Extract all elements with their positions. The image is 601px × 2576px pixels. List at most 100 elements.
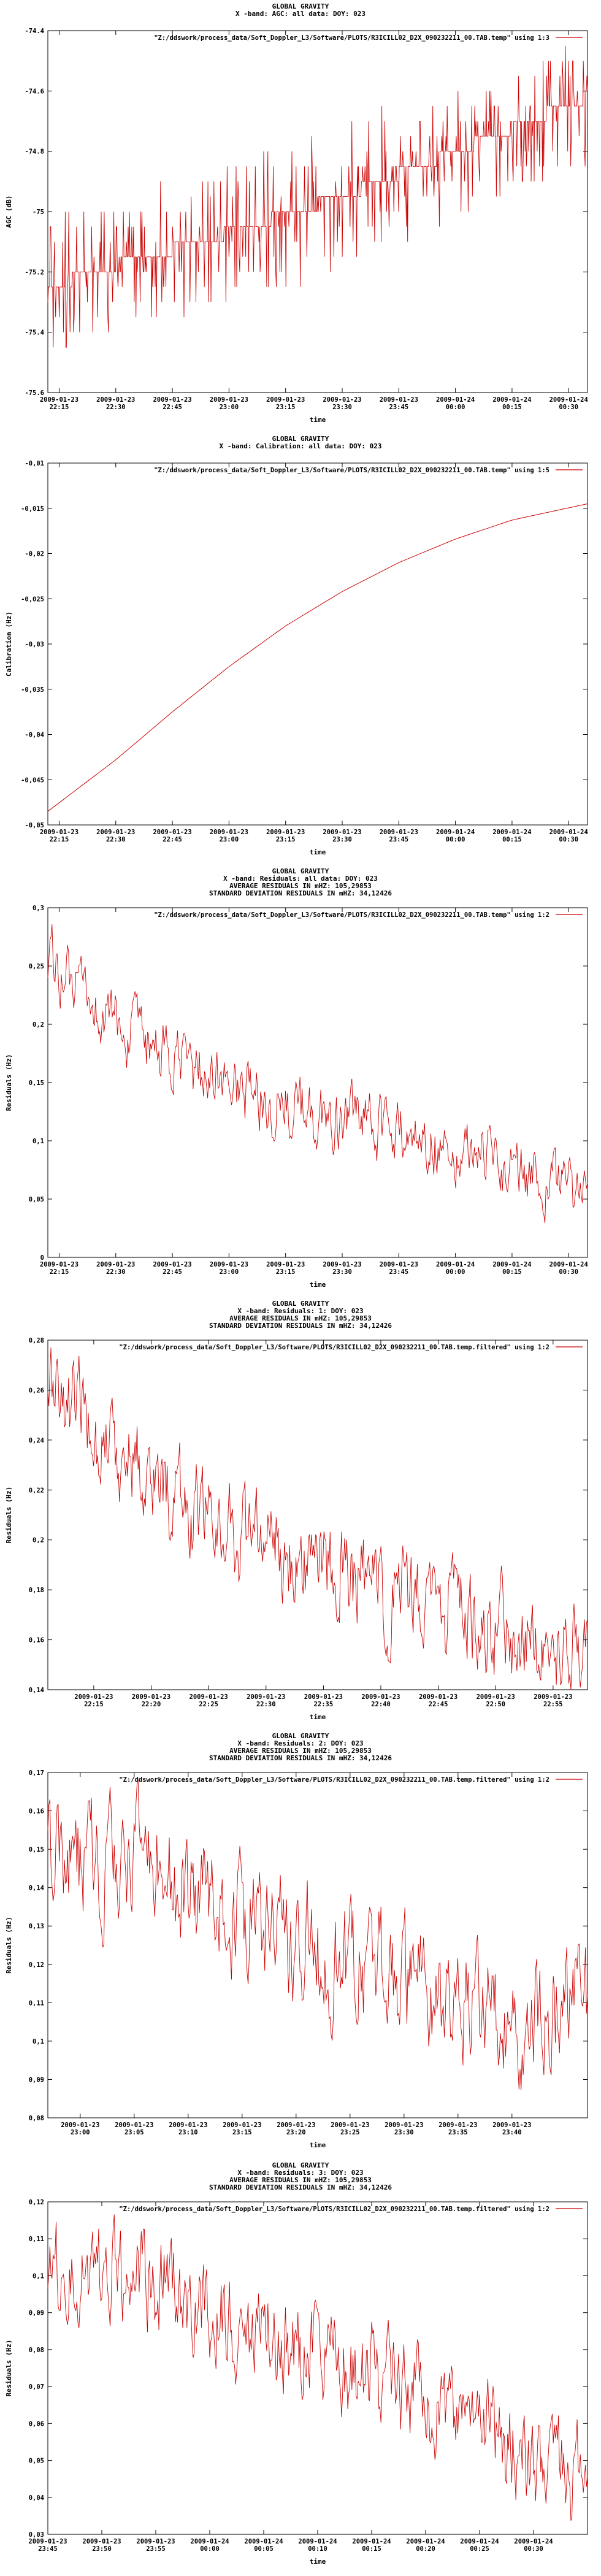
x-tick-label-date: 2009-01-23: [266, 1261, 305, 1268]
y-tick-label: 0,18: [29, 1587, 44, 1594]
y-axis-label: Calibration (Hz): [5, 611, 13, 677]
x-tick-label-date: 2009-01-23: [266, 396, 305, 404]
x-tick-label-date: 2009-01-24: [436, 396, 475, 404]
data-series-line: [47, 45, 588, 348]
x-tick-label-time: 23:15: [276, 1268, 296, 1276]
legend-label: "Z:/ddswork/process_data/Soft_Doppler_L3…: [154, 467, 549, 474]
x-tick-label-time: 23:30: [332, 404, 352, 411]
x-tick-label-time: 00:30: [524, 2545, 543, 2553]
x-tick-label-time: 00:00: [446, 404, 465, 411]
x-tick-label-date: 2009-01-23: [61, 2122, 99, 2129]
x-tick-label-time: 23:35: [448, 2129, 468, 2136]
x-tick-label-time: 22:30: [106, 404, 126, 411]
x-tick-label-date: 2009-01-24: [406, 2538, 445, 2545]
x-axis-label: time: [310, 1713, 326, 1721]
y-tick-label: -74.6: [25, 88, 44, 95]
x-tick-label-time: 22:45: [163, 404, 182, 411]
x-tick-label-time: 22:55: [543, 1701, 563, 1708]
y-tick-label: 0,06: [29, 2420, 44, 2428]
chart-title-line: STANDARD DEVIATION RESIDUALS IN mHZ: 34,…: [209, 889, 392, 897]
y-tick-label: 0,14: [29, 1687, 44, 1694]
x-axis-label: time: [310, 2558, 326, 2566]
y-axis-label: Residuals (Hz): [5, 1917, 13, 1974]
x-tick-label-time: 00:30: [559, 1268, 578, 1276]
x-tick-label-time: 23:30: [332, 836, 352, 843]
y-tick-label: -75.6: [25, 389, 44, 397]
y-tick-label: 0,15: [29, 1079, 44, 1087]
data-series-line: [47, 1780, 588, 2090]
chart-title-line: GLOBAL GRAVITY: [272, 1300, 329, 1308]
x-tick-label-time: 22:45: [163, 836, 182, 843]
x-tick-label-time: 22:15: [84, 1701, 104, 1708]
y-tick-label: -0,02: [25, 551, 44, 558]
plot-frame: [47, 30, 588, 393]
x-tick-label-time: 22:30: [106, 1268, 126, 1276]
x-tick-label-time: 22:25: [199, 1701, 218, 1708]
x-tick-label-date: 2009-01-23: [74, 1693, 113, 1701]
y-tick-label: 0,03: [29, 2531, 44, 2539]
x-tick-label-time: 00:05: [254, 2545, 274, 2553]
x-axis-label: time: [310, 1281, 326, 1289]
x-tick-label-time: 23:30: [394, 2129, 414, 2136]
chart-title-line: X -band: Residuals: 2: DOY: 023: [237, 1739, 363, 1747]
x-tick-label-date: 2009-01-24: [492, 829, 531, 836]
y-tick-label: 0,16: [29, 1808, 44, 1815]
x-tick-label-time: 00:20: [416, 2545, 435, 2553]
y-tick-label: 0,05: [29, 1196, 44, 1203]
x-tick-label-date: 2009-01-23: [210, 1261, 248, 1268]
x-tick-label-date: 2009-01-24: [436, 829, 475, 836]
x-tick-label-date: 2009-01-24: [549, 396, 588, 404]
x-tick-label-time: 23:50: [92, 2545, 112, 2553]
x-tick-label-date: 2009-01-23: [210, 396, 248, 404]
y-axis-label: AGC (dB): [5, 196, 13, 228]
legend-label: "Z:/ddswork/process_data/Soft_Doppler_L3…: [119, 2206, 549, 2213]
y-tick-label: 0,09: [29, 2310, 44, 2317]
x-tick-label-time: 22:20: [142, 1701, 161, 1708]
x-tick-label-time: 23:10: [178, 2129, 198, 2136]
y-tick-label: 0,15: [29, 1846, 44, 1853]
legend-label: "Z:/ddswork/process_data/Soft_Doppler_L3…: [119, 1344, 549, 1351]
x-tick-label-time: 22:15: [50, 836, 69, 843]
x-tick-label-date: 2009-01-24: [244, 2538, 283, 2545]
plot-frame: [47, 462, 588, 826]
y-tick-label: -75: [33, 209, 44, 216]
y-tick-label: -0,01: [25, 460, 44, 467]
x-tick-label-date: 2009-01-23: [153, 396, 191, 404]
x-tick-label-date: 2009-01-23: [96, 396, 135, 404]
x-tick-label-date: 2009-01-24: [190, 2538, 229, 2545]
x-tick-label-time: 23:00: [71, 2129, 90, 2136]
chart-title-line: X -band: Residuals: 3: DOY: 023: [237, 2169, 363, 2177]
y-tick-label: -74.4: [25, 28, 44, 35]
x-tick-label-date: 2009-01-23: [82, 2538, 121, 2545]
x-tick-label-date: 2009-01-23: [96, 1261, 135, 1268]
y-tick-label: 0,08: [29, 2115, 44, 2122]
x-tick-label-time: 23:55: [146, 2545, 166, 2553]
chart-title-line: X -band: Residuals: 1: DOY: 023: [237, 1307, 363, 1315]
x-tick-label-date: 2009-01-23: [323, 396, 361, 404]
x-tick-label-date: 2009-01-23: [419, 1693, 457, 1701]
y-tick-label: -75.4: [25, 329, 44, 337]
x-tick-label-time: 23:20: [286, 2129, 306, 2136]
y-tick-label: 0,08: [29, 2347, 44, 2354]
y-tick-label: 0,09: [29, 2076, 44, 2083]
plot-frame: [47, 2201, 588, 2535]
y-tick-label: 0,12: [29, 2199, 44, 2206]
x-tick-label-date: 2009-01-23: [380, 1261, 418, 1268]
plot-frame: [47, 1772, 588, 2118]
x-tick-label-date: 2009-01-23: [380, 829, 418, 836]
y-tick-label: 0,11: [29, 1999, 44, 2007]
y-tick-label: -0,03: [25, 641, 44, 648]
x-tick-label-date: 2009-01-23: [361, 1693, 400, 1701]
x-tick-label-date: 2009-01-23: [247, 1693, 285, 1701]
y-tick-label: 0,3: [33, 905, 44, 912]
y-tick-label: 0,14: [29, 1885, 44, 1892]
y-tick-label: 0,05: [29, 2458, 44, 2465]
x-tick-label-date: 2009-01-23: [189, 1693, 228, 1701]
chart-title-line: AVERAGE RESIDUALS IN mHZ: 105,29853: [229, 2176, 372, 2184]
y-tick-label: 0,04: [29, 2494, 44, 2502]
panel-residuals-3: GLOBAL GRAVITY X -band: Residuals: 3: DOY…: [0, 2159, 601, 2576]
